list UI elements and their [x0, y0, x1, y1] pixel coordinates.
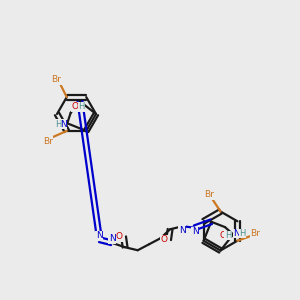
Text: N: N [179, 226, 185, 235]
Text: H: H [55, 120, 61, 129]
Text: H: H [225, 231, 231, 240]
Text: N: N [192, 227, 199, 236]
Text: N: N [233, 229, 240, 238]
Text: Br: Br [51, 75, 61, 84]
Text: Br: Br [250, 229, 260, 238]
Text: O: O [219, 231, 226, 240]
Text: O: O [160, 235, 168, 244]
Text: O: O [116, 232, 123, 241]
Text: Br: Br [205, 190, 214, 199]
Text: H: H [239, 229, 245, 238]
Text: N: N [60, 120, 67, 129]
Text: Br: Br [43, 137, 53, 146]
Text: O: O [72, 102, 79, 111]
Text: N: N [96, 231, 102, 240]
Text: H: H [78, 102, 84, 111]
Text: N: N [109, 234, 116, 243]
